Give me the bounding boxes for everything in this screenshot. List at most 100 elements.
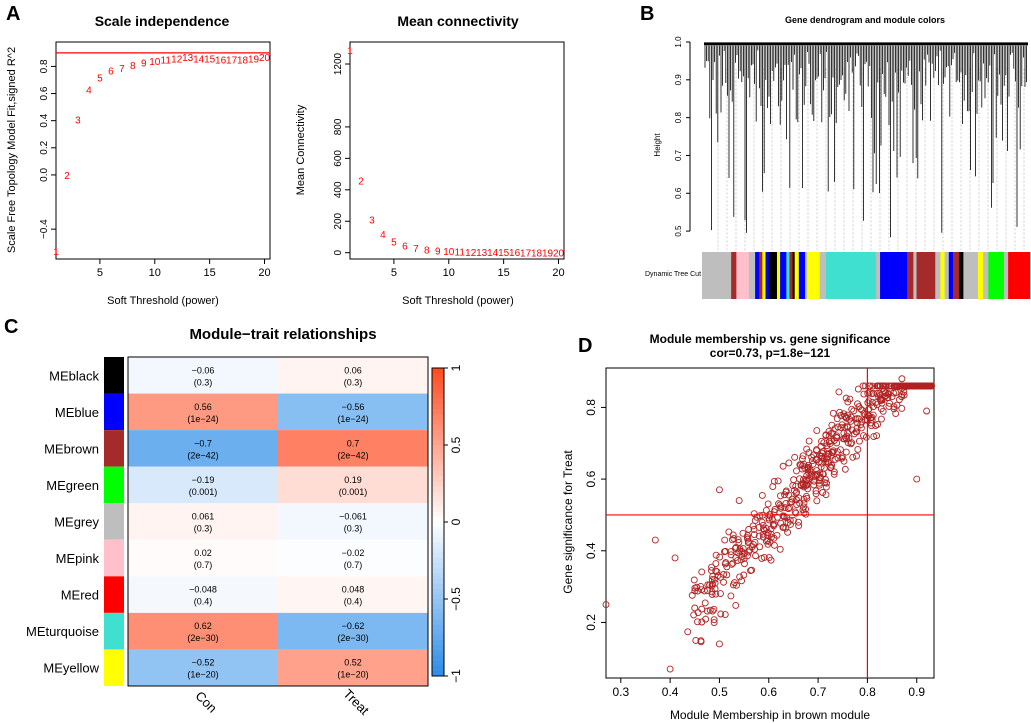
colorbar-step — [432, 640, 444, 646]
point-label: 4 — [380, 230, 386, 241]
panel-label-a: A — [6, 3, 20, 25]
data-point — [837, 412, 845, 419]
colorbar-step — [432, 496, 444, 502]
point-label: 20 — [553, 249, 565, 260]
data-point — [836, 408, 844, 416]
data-point — [878, 399, 886, 407]
module-color-bar — [702, 252, 1031, 299]
module-color-segment — [755, 252, 760, 299]
data-point — [729, 581, 737, 589]
cell-pvalue: (0.3) — [344, 377, 363, 387]
colorbar-step — [432, 378, 444, 384]
data-point — [717, 590, 724, 598]
colorbar-step — [432, 634, 444, 641]
data-point — [818, 449, 826, 457]
point-label: 9 — [435, 246, 441, 257]
y-tick-label: 0.2 — [39, 140, 50, 154]
data-point — [812, 490, 820, 498]
data-point — [844, 411, 852, 419]
point-label: 12 — [171, 54, 183, 65]
point-label: 16 — [509, 248, 521, 259]
module-color-segment — [731, 252, 737, 299]
data-point — [809, 460, 817, 468]
point-label: 11 — [161, 56, 172, 67]
data-point — [710, 616, 718, 624]
y-tick-label: 0.9 — [674, 74, 683, 86]
colorbar: 1 0.5 0 −0.5 −1 — [431, 364, 463, 683]
data-point — [707, 567, 715, 574]
colorbar-step — [432, 516, 444, 523]
point-label: 15 — [498, 248, 510, 259]
y-tick-label: 0.8 — [674, 112, 683, 124]
heatmap-cell — [278, 466, 428, 504]
data-point — [728, 560, 736, 568]
mean-connectivity-chart: Mean connectivity 5 10 15 20020040060080012… — [295, 13, 565, 307]
data-point — [885, 403, 893, 410]
colorbar-step — [432, 409, 444, 415]
data-point — [819, 470, 827, 478]
data-point — [712, 551, 720, 559]
module-color-segment — [977, 252, 984, 299]
data-point — [859, 382, 867, 390]
data-point — [848, 405, 856, 413]
module-color-segment — [792, 252, 795, 299]
data-point — [800, 483, 808, 491]
data-point — [764, 537, 772, 545]
heatmap-cell — [278, 430, 428, 467]
point-label: 2 — [358, 176, 364, 187]
data-point — [715, 486, 723, 494]
data-point — [779, 462, 787, 470]
data-point — [779, 512, 787, 520]
heatmap-cell — [278, 393, 428, 431]
data-point — [822, 491, 830, 499]
data-point — [602, 601, 610, 608]
x-axis-label: Soft Threshold (power) — [107, 295, 219, 307]
module-name: MEgreen — [46, 478, 99, 493]
heatmap-cell — [278, 576, 428, 613]
data-point — [710, 576, 718, 583]
data-point — [824, 453, 832, 461]
colorbar-step — [432, 393, 444, 400]
module-color-segment — [916, 252, 936, 299]
data-point — [750, 510, 758, 518]
data-point — [746, 546, 754, 554]
y-tick-label: 0.5 — [674, 225, 683, 237]
colorbar-step — [432, 532, 444, 538]
data-point — [815, 477, 823, 485]
colorbar-step — [432, 522, 444, 528]
point-label: 19 — [248, 54, 260, 65]
colorbar-step — [432, 609, 444, 615]
data-point — [803, 445, 811, 453]
chart-subtitle: cor=0.73, p=1.8e−121 — [710, 346, 831, 360]
plot-frame — [349, 41, 565, 260]
data-point — [759, 530, 767, 538]
data-point — [823, 442, 831, 450]
colorbar-step — [432, 450, 444, 456]
gene-dendrogram-chart: Gene dendrogram and module colors Height… — [645, 15, 1031, 299]
data-point — [829, 409, 837, 417]
data-point — [739, 545, 747, 553]
membership-significance-chart: Module membership vs. gene significance … — [561, 332, 935, 722]
data-point — [788, 495, 796, 503]
data-point — [710, 605, 718, 613]
column-label: Treat — [340, 686, 372, 718]
plot-frame — [605, 367, 935, 679]
data-point — [898, 404, 906, 412]
data-point — [709, 607, 716, 615]
data-point — [800, 460, 808, 468]
point-label: 1 — [53, 247, 59, 258]
heatmap-cell — [128, 612, 278, 650]
module-name: MEgrey — [54, 515, 99, 530]
data-point — [700, 587, 708, 595]
heatmap-frame — [127, 356, 429, 687]
data-point — [853, 419, 861, 427]
data-point — [793, 467, 800, 475]
colorbar-step — [432, 460, 444, 467]
colorbar-step — [432, 373, 444, 379]
y-tick-label: 1200 — [333, 52, 344, 75]
colorbar-step — [432, 578, 444, 585]
cell-pvalue: (1e−24) — [187, 414, 218, 424]
module-color-segment — [789, 252, 793, 299]
